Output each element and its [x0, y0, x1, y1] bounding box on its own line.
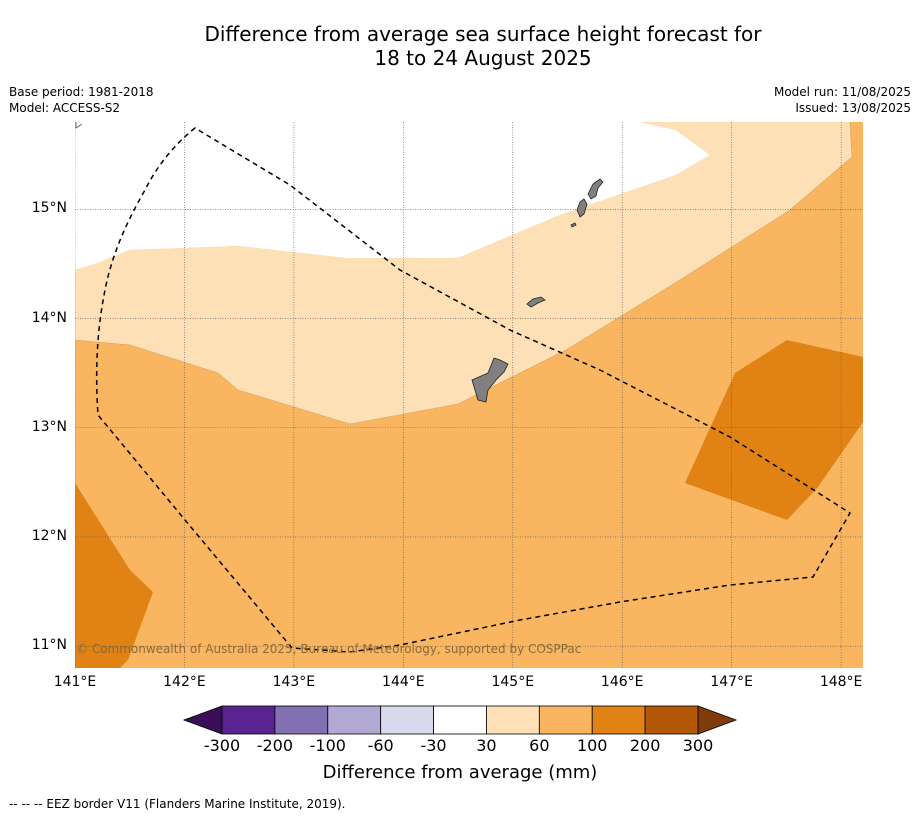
aguijan-island — [570, 222, 577, 228]
colorbar-bin-1 — [274, 705, 329, 735]
tinian-island — [576, 198, 588, 218]
band-100-200-southwest — [75, 483, 153, 668]
lon-tick-label: 143°E — [272, 674, 316, 690]
meta-left: Base period: 1981-2018 Model: ACCESS-S2 — [9, 84, 154, 116]
lon-tick-label: 144°E — [382, 674, 425, 690]
lon-tick-label: 148°E — [819, 674, 863, 690]
rota-island — [526, 296, 546, 308]
chart-title: Difference from average sea surface heig… — [0, 22, 919, 70]
colorbar-tick-label: -100 — [309, 736, 346, 755]
lon-tick-label: 145°E — [491, 674, 535, 690]
guam-island — [471, 357, 509, 403]
colorbar-extend-high — [697, 705, 738, 735]
lon-tick-label: 142°E — [163, 674, 206, 690]
title-line-1: Difference from average sea surface heig… — [204, 22, 762, 46]
colorbar-tick-label: 300 — [682, 736, 714, 755]
colorbar-tick-label: 60 — [529, 736, 550, 755]
lat-tick-label: 15°N — [31, 200, 67, 217]
map-gridlines — [75, 122, 863, 668]
colorbar-tick-label: -300 — [203, 736, 241, 755]
colorbar-bin-6 — [538, 705, 593, 735]
colorbar-bin-3 — [380, 705, 434, 735]
lat-tick-label: 12°N — [31, 527, 67, 544]
lat-tick-label: 11°N — [31, 637, 67, 654]
band-below-30 — [75, 122, 710, 270]
lon-tick-label: 146°E — [600, 674, 644, 690]
eez-border — [95, 127, 852, 653]
base-period: Base period: 1981-2018 — [9, 85, 154, 99]
title-line-2: 18 to 24 August 2025 — [374, 46, 592, 70]
lat-tick-label: 14°N — [31, 309, 67, 326]
colorbar-tick-label: 200 — [629, 736, 661, 755]
colorbar-tick-label: -200 — [256, 736, 294, 755]
colorbar-title: Difference from average (mm) — [322, 762, 598, 783]
colorbar-bin-7 — [591, 705, 646, 735]
colorbar-tick-label: -60 — [367, 736, 394, 755]
colorbar-bin-4 — [433, 705, 487, 735]
saipan-island — [587, 178, 604, 200]
colorbar-bin-8 — [644, 705, 699, 735]
meta-right: Model run: 11/08/2025 Issued: 13/08/2025 — [774, 84, 911, 116]
lon-tick-label: 141°E — [53, 674, 97, 690]
model-run: Model run: 11/08/2025 — [773, 85, 911, 99]
colorbar — [182, 705, 738, 735]
model-name: Model: ACCESS-S2 — [9, 101, 121, 115]
map-area — [75, 122, 863, 668]
lon-tick-label: 147°E — [710, 674, 753, 690]
band-100-200-east — [685, 340, 863, 520]
eez-footnote: -- -- -- EEZ border V11 (Flanders Marine… — [9, 797, 346, 811]
colorbar-tick-label: -30 — [420, 736, 447, 755]
lat-tick-label: 13°N — [31, 418, 67, 435]
copyright-text: © Commonwealth of Australia 2025, Bureau… — [76, 642, 582, 656]
colorbar-bin-5 — [486, 705, 540, 735]
colorbar-bin-2 — [327, 705, 382, 735]
issued-date: Issued: 13/08/2025 — [795, 101, 911, 115]
colorbar-tick-label: 30 — [476, 736, 497, 755]
band-30-60 — [75, 122, 852, 424]
colorbar-tick-label: 100 — [576, 736, 608, 755]
colorbar-extend-low — [182, 705, 223, 735]
colorbar-bin-0 — [221, 705, 276, 735]
